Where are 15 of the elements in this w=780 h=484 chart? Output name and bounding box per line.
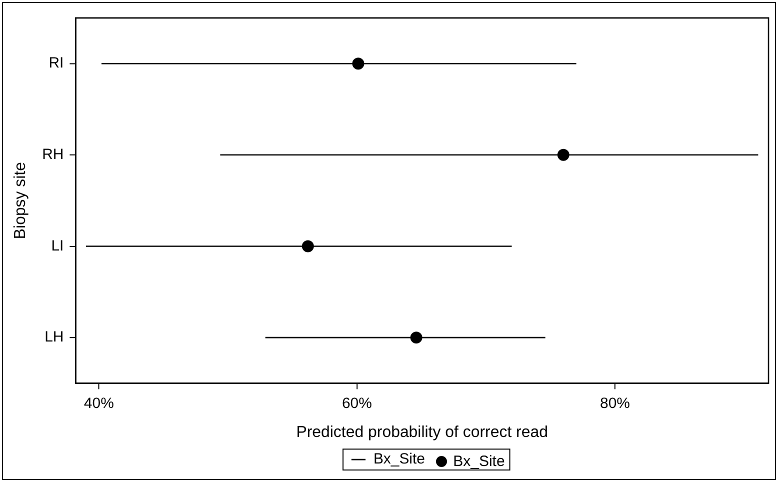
x-axis-title: Predicted probability of correct read xyxy=(296,424,548,441)
y-tick-label: LH xyxy=(44,328,64,346)
point xyxy=(557,148,570,161)
x-tick-label: 80% xyxy=(600,395,630,412)
text: Bx_Site xyxy=(453,453,505,470)
x-tick-label: 40% xyxy=(84,395,114,412)
point xyxy=(352,58,364,70)
point xyxy=(410,332,422,344)
legend-label: Bx_Site xyxy=(373,450,425,468)
y-tick-label: RI xyxy=(48,54,64,72)
y-axis-title: Biopsy site xyxy=(12,162,29,240)
x-tick-label: 60% xyxy=(342,395,372,412)
point xyxy=(302,240,314,252)
y-tick-label: RH xyxy=(42,146,64,164)
y-tick-label: LI xyxy=(51,237,64,254)
